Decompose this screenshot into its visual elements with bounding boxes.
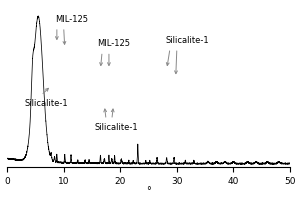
Text: Silicalite-1: Silicalite-1 bbox=[166, 36, 209, 45]
Text: Silicalite-1: Silicalite-1 bbox=[95, 123, 138, 132]
Text: MIL-125: MIL-125 bbox=[55, 15, 88, 24]
Text: Silicalite-1: Silicalite-1 bbox=[24, 99, 68, 108]
Text: MIL-125: MIL-125 bbox=[98, 39, 130, 48]
X-axis label: °: ° bbox=[146, 186, 151, 196]
